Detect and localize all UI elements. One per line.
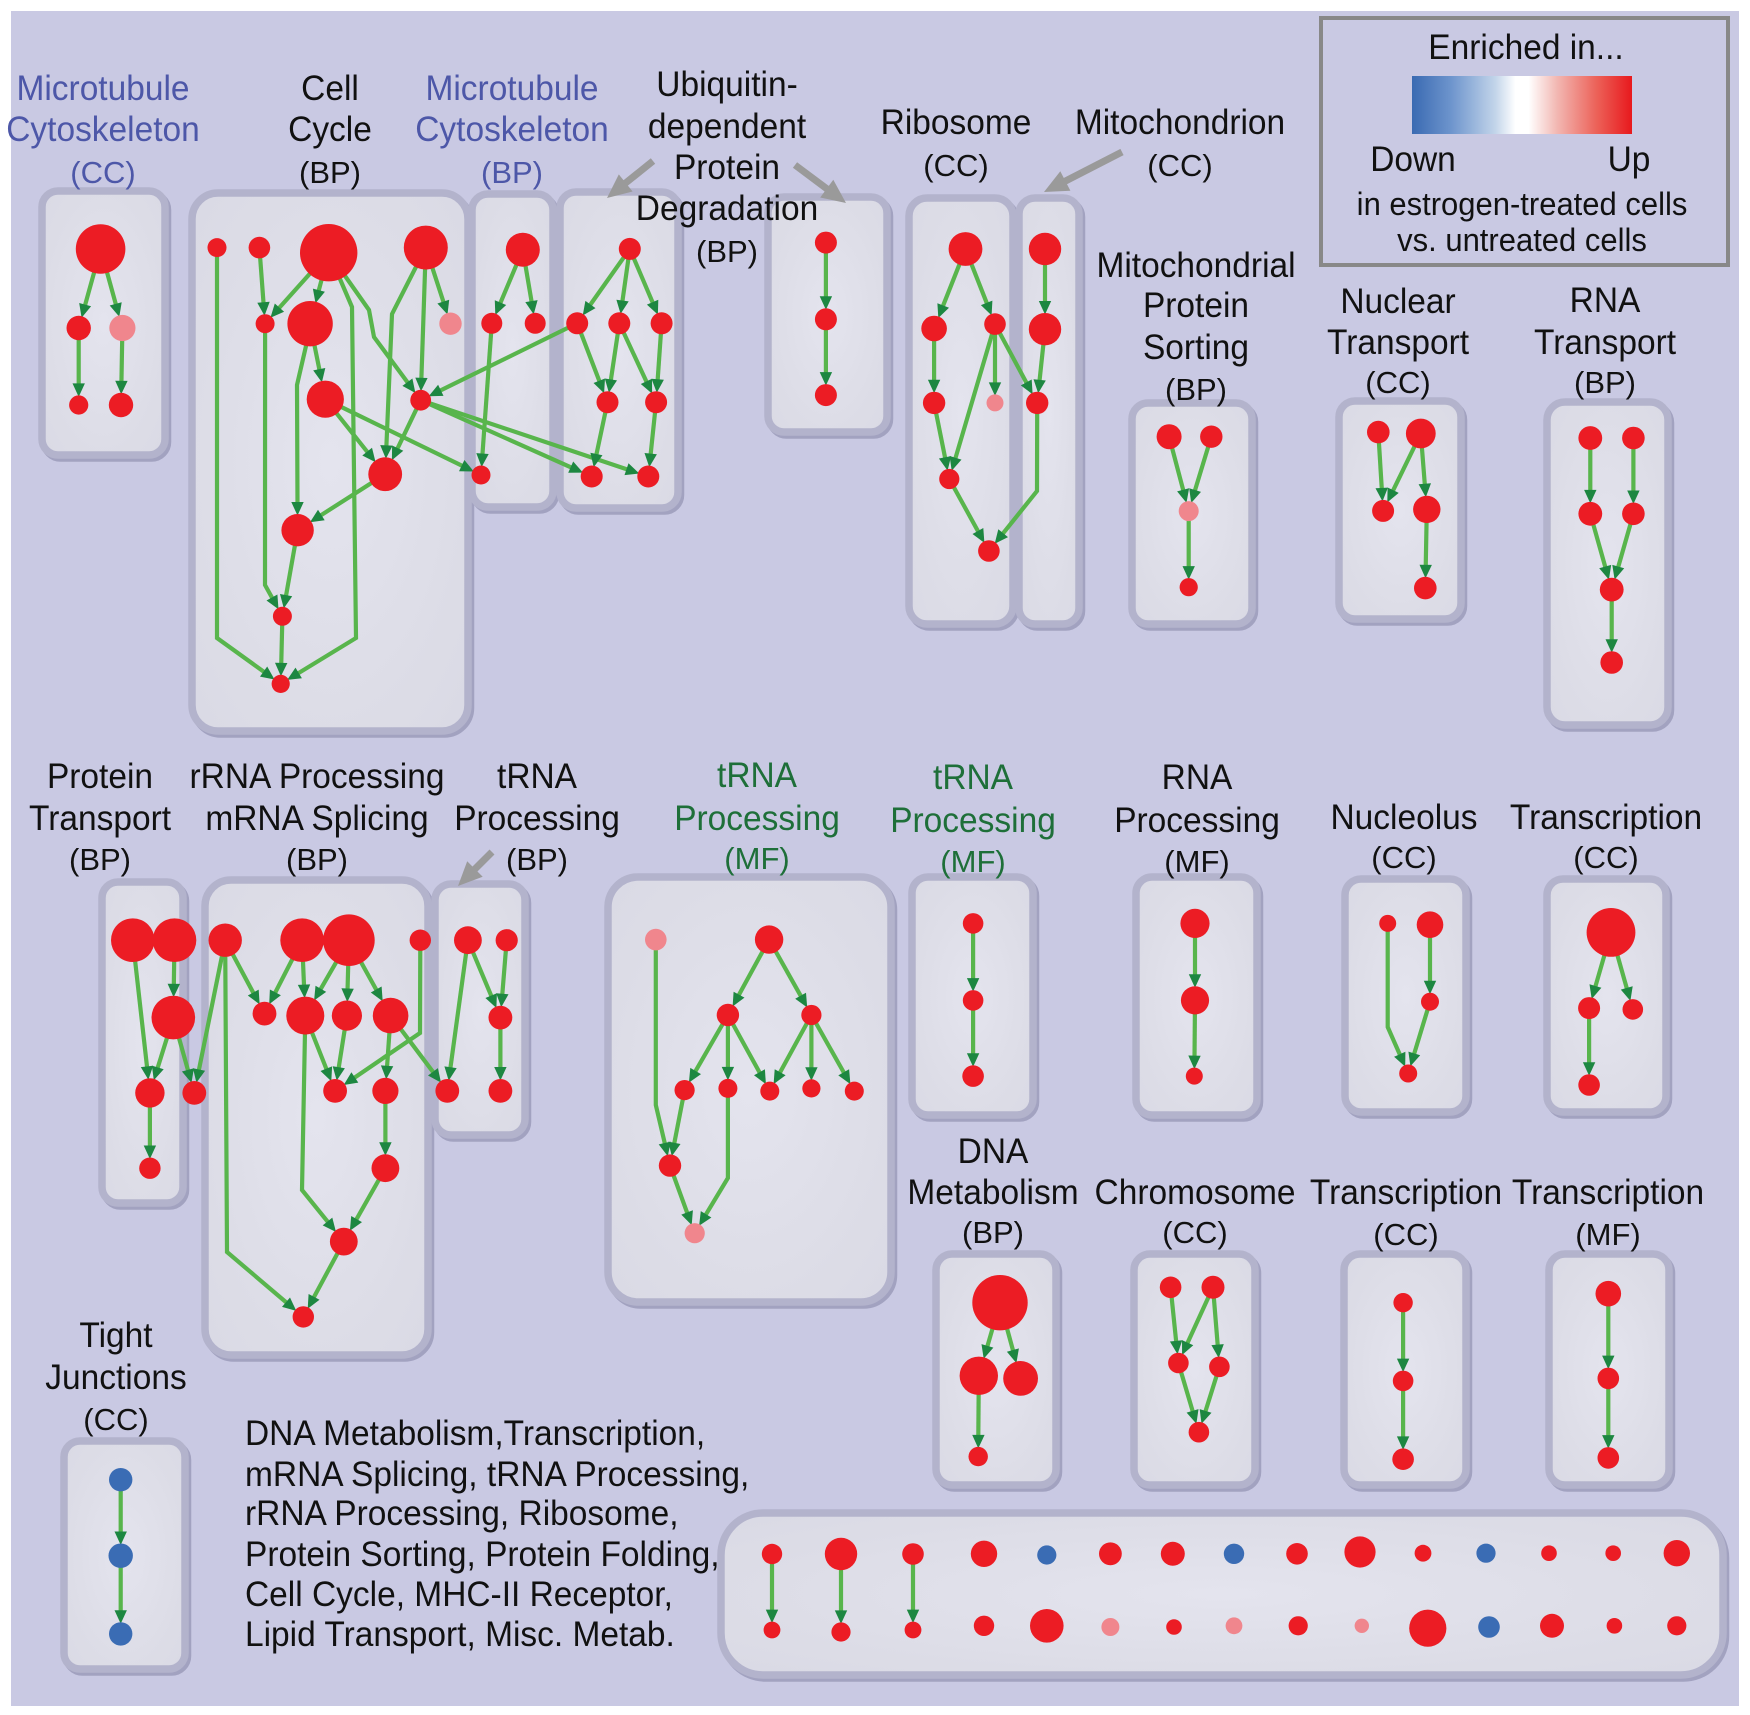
svg-text:tRNA: tRNA: [717, 756, 797, 795]
svg-text:dependent: dependent: [648, 107, 807, 146]
svg-text:Up: Up: [1608, 140, 1651, 179]
svg-text:Degradation: Degradation: [636, 189, 818, 228]
svg-text:Enriched in...: Enriched in...: [1428, 28, 1623, 67]
svg-text:(BP): (BP): [299, 155, 361, 190]
svg-text:Protein Sorting, Protein Foldi: Protein Sorting, Protein Folding,: [245, 1535, 720, 1574]
svg-text:Cycle: Cycle: [288, 110, 372, 149]
svg-text:Metabolism: Metabolism: [907, 1173, 1078, 1212]
svg-text:(BP): (BP): [506, 842, 568, 877]
svg-text:Protein: Protein: [674, 148, 780, 187]
svg-text:Processing: Processing: [674, 799, 840, 838]
svg-text:Tight: Tight: [79, 1316, 153, 1355]
svg-text:rRNA Processing: rRNA Processing: [190, 757, 445, 796]
svg-text:tRNA: tRNA: [933, 758, 1013, 797]
svg-text:(BP): (BP): [1165, 372, 1227, 407]
svg-text:Junctions: Junctions: [45, 1358, 186, 1397]
svg-text:(MF): (MF): [1164, 844, 1229, 879]
svg-text:(BP): (BP): [69, 842, 131, 877]
svg-text:(CC): (CC): [923, 148, 988, 183]
svg-text:vs. untreated cells: vs. untreated cells: [1397, 221, 1647, 258]
svg-text:Ribosome: Ribosome: [881, 103, 1032, 142]
svg-text:(BP): (BP): [481, 155, 543, 190]
svg-text:(CC): (CC): [1373, 1217, 1438, 1252]
svg-text:Microtubule: Microtubule: [425, 69, 598, 108]
svg-text:mRNA Splicing: mRNA Splicing: [205, 799, 428, 838]
svg-text:Down: Down: [1370, 140, 1456, 179]
svg-text:Processing: Processing: [454, 799, 620, 838]
svg-text:Mitochondrial: Mitochondrial: [1096, 246, 1295, 285]
svg-text:Protein: Protein: [1143, 286, 1249, 325]
svg-text:(BP): (BP): [696, 234, 758, 269]
svg-text:Cell: Cell: [301, 69, 359, 108]
svg-text:(BP): (BP): [962, 1215, 1024, 1250]
svg-text:Mitochondrion: Mitochondrion: [1075, 103, 1285, 142]
svg-text:(CC): (CC): [70, 155, 135, 190]
svg-text:Transport: Transport: [29, 799, 171, 838]
svg-text:mRNA Splicing, tRNA Processing: mRNA Splicing, tRNA Processing,: [245, 1455, 749, 1494]
svg-text:(CC): (CC): [1365, 365, 1430, 400]
svg-text:(BP): (BP): [1574, 365, 1636, 400]
svg-text:Processing: Processing: [890, 801, 1056, 840]
svg-text:Cytoskeleton: Cytoskeleton: [415, 110, 609, 149]
svg-text:(CC): (CC): [1162, 1215, 1227, 1250]
svg-text:RNA: RNA: [1162, 758, 1233, 797]
svg-text:(MF): (MF): [1575, 1217, 1640, 1252]
svg-text:Nuclear: Nuclear: [1340, 282, 1455, 321]
svg-text:RNA: RNA: [1570, 281, 1641, 320]
svg-text:Ubiquitin-: Ubiquitin-: [656, 65, 797, 104]
svg-text:(CC): (CC): [83, 1402, 148, 1437]
svg-text:Transport: Transport: [1534, 323, 1676, 362]
svg-text:(CC): (CC): [1147, 148, 1212, 183]
svg-text:Transcription: Transcription: [1310, 1173, 1502, 1212]
svg-text:(MF): (MF): [940, 844, 1005, 879]
svg-text:Cell Cycle, MHC-II Receptor,: Cell Cycle, MHC-II Receptor,: [245, 1575, 673, 1614]
svg-text:DNA: DNA: [958, 1132, 1029, 1171]
svg-text:in estrogen-treated cells: in estrogen-treated cells: [1357, 185, 1688, 222]
svg-text:Transcription: Transcription: [1510, 798, 1702, 837]
svg-text:Lipid Transport, Misc. Metab.: Lipid Transport, Misc. Metab.: [245, 1615, 675, 1654]
svg-text:Microtubule: Microtubule: [16, 69, 189, 108]
svg-text:(BP): (BP): [286, 842, 348, 877]
svg-text:Transcription: Transcription: [1512, 1173, 1704, 1212]
svg-text:Cytoskeleton: Cytoskeleton: [6, 110, 200, 149]
svg-text:Processing: Processing: [1114, 801, 1280, 840]
svg-text:Nucleolus: Nucleolus: [1330, 798, 1477, 837]
svg-text:Transport: Transport: [1327, 323, 1469, 362]
svg-text:DNA Metabolism,Transcription,: DNA Metabolism,Transcription,: [245, 1414, 705, 1453]
svg-text:Chromosome: Chromosome: [1095, 1173, 1296, 1212]
svg-text:Protein: Protein: [47, 757, 153, 796]
svg-text:rRNA Processing, Ribosome,: rRNA Processing, Ribosome,: [245, 1494, 679, 1533]
svg-text:tRNA: tRNA: [497, 757, 577, 796]
svg-text:(MF): (MF): [724, 841, 789, 876]
svg-text:(CC): (CC): [1573, 840, 1638, 875]
svg-text:Sorting: Sorting: [1143, 328, 1249, 367]
svg-text:(CC): (CC): [1371, 840, 1436, 875]
